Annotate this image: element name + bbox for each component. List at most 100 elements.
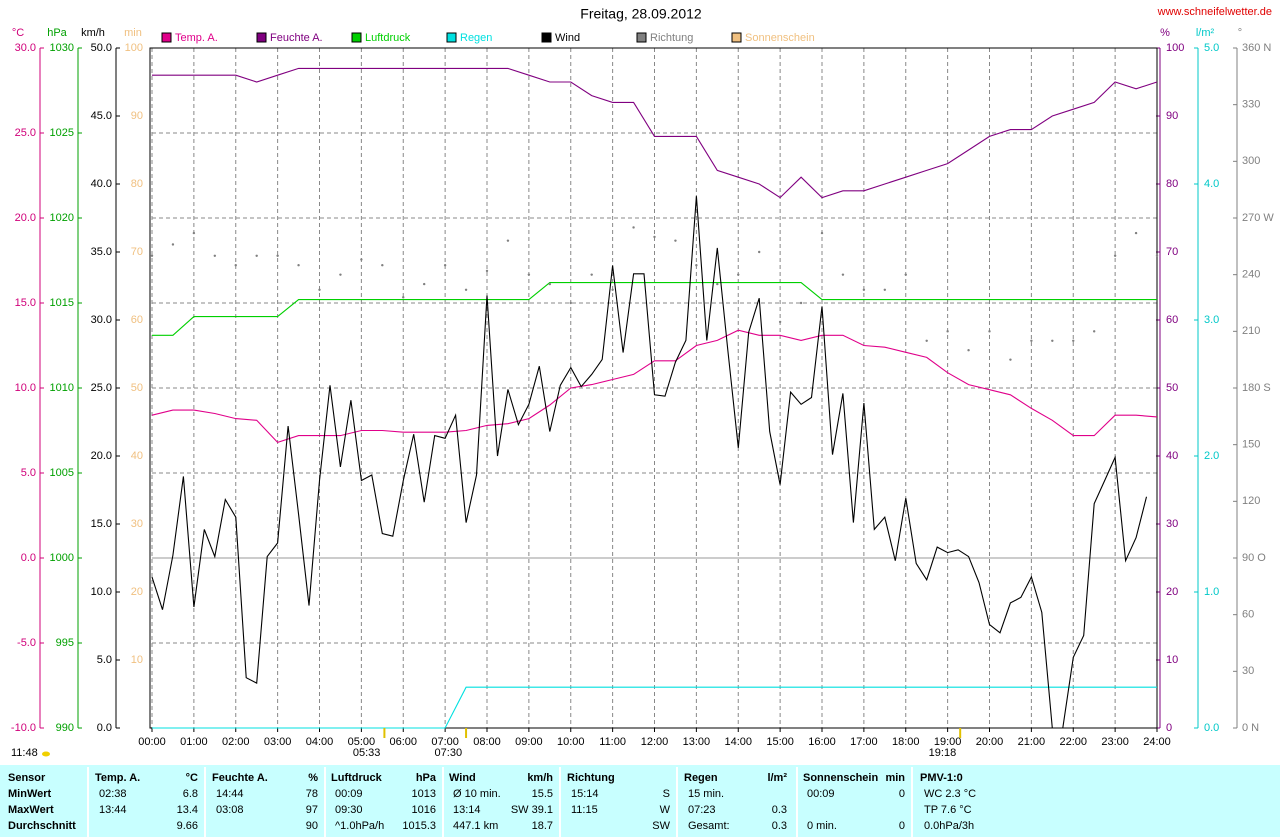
y-tick-label: 15.0	[91, 518, 112, 530]
x-tick-label: 20:00	[976, 736, 1004, 748]
legend-swatch	[541, 32, 552, 43]
direction-dot	[1113, 254, 1117, 257]
direction-dot	[925, 339, 928, 342]
y-tick-label: 210	[1242, 325, 1260, 337]
table-cell: 1013	[412, 788, 436, 800]
table-cell: 15.5	[532, 788, 553, 800]
legend-label: Sonnenschein	[745, 32, 815, 44]
table-cell: 07:23	[688, 804, 716, 816]
y-tick-label: 0.0	[21, 552, 36, 564]
y-tick-label: 10	[131, 654, 143, 666]
direction-dot	[402, 296, 405, 299]
direction-dot	[883, 288, 887, 291]
x-tick-label: 10:00	[557, 736, 585, 748]
y-tick-label: 1005	[50, 467, 74, 479]
direction-dot	[527, 273, 531, 276]
legend-label: Richtung	[650, 32, 693, 44]
y-tick-label: 3.0	[1204, 314, 1219, 326]
direction-dot	[506, 239, 510, 242]
y-tick-label: 100	[125, 42, 143, 54]
table-cell: 97	[306, 804, 318, 816]
x-tick-label: 12:00	[641, 736, 669, 748]
direction-dot	[443, 264, 447, 267]
annotation: 05:33	[353, 747, 381, 759]
axis-unit: %	[1160, 27, 1170, 39]
table-cell: 90	[306, 820, 318, 832]
y-tick-label: 1025	[50, 127, 74, 139]
y-tick-label: 25.0	[15, 127, 36, 139]
sun-icon	[42, 751, 50, 757]
direction-dot	[757, 250, 761, 254]
table-cell: 0 min.	[807, 820, 837, 832]
axis-unit: min	[124, 27, 142, 39]
x-tick-label: 22:00	[1059, 736, 1087, 748]
legend-label: Regen	[460, 32, 492, 44]
table-cell: Ø 10 min.	[453, 788, 501, 800]
table-header: Luftdruck	[331, 772, 383, 784]
y-tick-label: 0.0	[1204, 722, 1219, 734]
direction-dot	[674, 239, 677, 242]
table-header: Feuchte A.	[212, 772, 268, 784]
x-tick-label: 18:00	[892, 736, 920, 748]
x-tick-label: 19:00	[934, 736, 962, 748]
x-tick-label: 03:00	[264, 736, 292, 748]
y-tick-label: 20.0	[91, 450, 112, 462]
table-unit: km/h	[527, 772, 553, 784]
direction-dot	[611, 288, 614, 291]
series-line	[152, 282, 1157, 336]
direction-dot	[297, 264, 300, 267]
y-tick-label: 90 O	[1242, 552, 1266, 564]
x-tick-label: 21:00	[1018, 736, 1046, 748]
table-cell: 1015.3	[402, 820, 436, 832]
table-cell: 09:30	[335, 804, 363, 816]
y-tick-label: 10	[1166, 654, 1178, 666]
x-tick-label: 14:00	[724, 736, 752, 748]
table-unit: min	[885, 772, 905, 784]
table-cell: S	[663, 788, 670, 800]
direction-dot	[653, 235, 656, 239]
y-tick-label: 330	[1242, 99, 1260, 111]
table-cell: 0.3	[772, 820, 787, 832]
y-tick-label: 1000	[50, 552, 74, 564]
y-tick-label: 0.0	[97, 722, 112, 734]
y-tick-label: 60	[1242, 609, 1254, 621]
y-tick-label: 20	[131, 586, 143, 598]
table-cell: 0.3	[772, 804, 787, 816]
y-tick-label: 100	[1166, 42, 1184, 54]
y-tick-label: 180 S	[1242, 382, 1271, 394]
table-cell: 1016	[412, 804, 436, 816]
x-tick-label: 06:00	[389, 736, 417, 748]
direction-dot	[255, 254, 258, 257]
legend-swatch	[161, 32, 172, 43]
direction-dot	[464, 288, 468, 291]
y-tick-label: 1010	[50, 382, 74, 394]
direction-dot	[1009, 358, 1012, 361]
table-header: Sonnenschein	[803, 772, 878, 784]
y-tick-label: 50	[1166, 382, 1178, 394]
table-cell: SW 39.1	[511, 804, 553, 816]
x-tick-label: 23:00	[1101, 736, 1129, 748]
direction-dot	[988, 330, 991, 333]
direction-dot	[967, 349, 970, 352]
legend-label: Wind	[555, 32, 580, 44]
table-cell: W	[660, 804, 671, 816]
direction-dot	[1134, 231, 1138, 235]
axis-unit: hPa	[47, 27, 67, 39]
table-cell: 9.66	[177, 820, 198, 832]
direction-dot	[946, 330, 949, 333]
direction-dot	[213, 254, 217, 257]
legend-label: Feuchte A.	[270, 32, 323, 44]
y-tick-label: 1020	[50, 212, 74, 224]
direction-dot	[339, 273, 342, 276]
y-tick-label: 4.0	[1204, 178, 1219, 190]
table-cell: 02:38	[99, 788, 127, 800]
axis-unit: °	[1238, 27, 1242, 39]
direction-dot	[569, 301, 572, 305]
y-tick-label: 5.0	[21, 467, 36, 479]
table-header: Sensor	[8, 772, 46, 784]
y-tick-label: 120	[1242, 495, 1260, 507]
y-tick-label: 1030	[50, 42, 74, 54]
direction-dot	[192, 231, 196, 235]
annotation: 19:18	[929, 747, 957, 759]
series-line	[152, 686, 1157, 729]
